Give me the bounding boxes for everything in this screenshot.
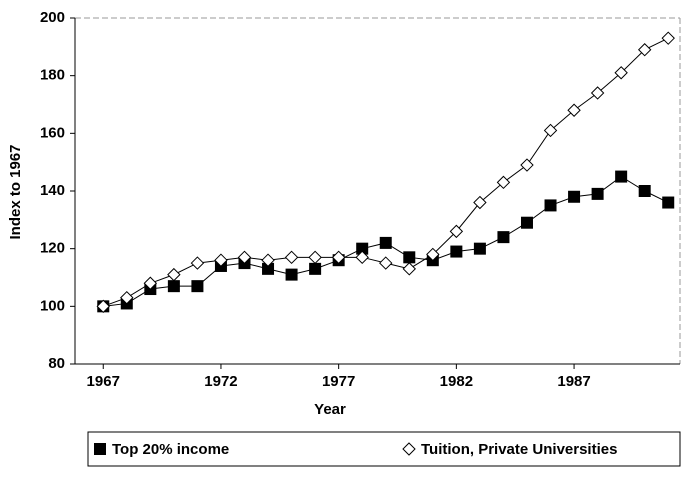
data-point	[590, 86, 605, 100]
legend-marker	[402, 442, 416, 456]
legend-box	[87, 431, 681, 467]
legend-label: Top 20% income	[112, 441, 229, 458]
y-tick-label: 200	[40, 9, 65, 26]
data-point	[355, 250, 369, 265]
y-axis-label: Index to 1967	[7, 144, 24, 239]
data-point	[285, 268, 298, 281]
data-point	[615, 170, 628, 183]
data-point	[497, 231, 510, 244]
data-point	[96, 299, 110, 314]
x-tick-label: 1977	[322, 373, 355, 390]
data-point	[544, 199, 557, 212]
data-point	[614, 66, 628, 80]
data-point	[262, 262, 275, 275]
data-point	[356, 242, 369, 255]
data-point	[403, 251, 416, 264]
data-point	[426, 247, 440, 262]
data-point	[450, 245, 463, 258]
data-point	[567, 103, 581, 117]
data-point	[379, 236, 392, 249]
data-point	[473, 195, 487, 210]
data-point	[190, 256, 205, 270]
data-point	[167, 280, 180, 293]
x-axis-label: Year	[314, 401, 346, 418]
x-tick-label: 1987	[557, 373, 590, 390]
data-point	[308, 250, 322, 265]
data-point	[449, 224, 464, 239]
data-point	[261, 253, 275, 267]
data-point	[543, 123, 558, 138]
data-point	[167, 267, 181, 282]
data-point	[191, 280, 204, 293]
data-point	[237, 250, 252, 265]
data-point	[638, 185, 651, 197]
data-point	[120, 290, 134, 305]
data-point	[473, 242, 486, 255]
data-point	[661, 31, 675, 45]
data-point	[591, 187, 604, 200]
data-point	[309, 262, 322, 275]
data-point	[402, 262, 416, 276]
data-point	[379, 256, 393, 270]
y-tick-label: 180	[40, 67, 65, 84]
y-tick-label: 100	[40, 297, 65, 314]
data-point	[637, 43, 652, 57]
data-point	[284, 250, 299, 265]
data-point	[662, 196, 675, 209]
data-point	[143, 276, 158, 290]
x-tick-label: 1967	[87, 373, 120, 390]
y-tick-label: 160	[40, 124, 65, 141]
data-point	[496, 175, 511, 190]
data-point	[520, 158, 534, 172]
data-point	[520, 216, 533, 229]
x-tick-label: 1982	[440, 373, 473, 390]
legend-marker	[94, 443, 106, 455]
legend-label: Tuition, Private Universities	[421, 441, 617, 458]
data-point	[214, 253, 228, 267]
data-point	[568, 190, 581, 203]
x-tick-label: 1972	[204, 373, 237, 390]
y-tick-label: 80	[48, 355, 65, 372]
data-point	[331, 250, 346, 265]
y-tick-label: 120	[40, 240, 65, 257]
y-tick-label: 140	[40, 182, 65, 199]
